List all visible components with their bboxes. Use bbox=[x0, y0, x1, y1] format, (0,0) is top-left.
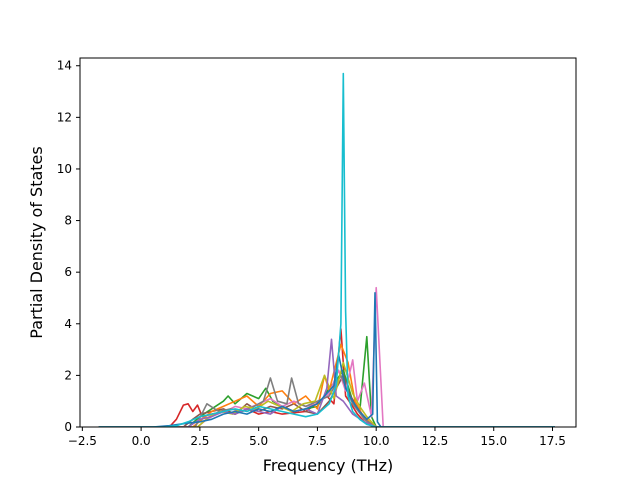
y-tick-label: 12 bbox=[57, 110, 72, 124]
x-tick-label: 5.0 bbox=[249, 434, 268, 448]
axes-frame bbox=[79, 57, 577, 428]
y-tick-label: 4 bbox=[64, 317, 72, 331]
x-tick-label: 2.5 bbox=[190, 434, 209, 448]
y-axis: 0 2 4 6 8 10 12 14 bbox=[57, 59, 80, 434]
y-tick-label: 2 bbox=[64, 368, 72, 382]
x-axis: −2.5 0.0 2.5 5.0 7.5 10.0 12.5 15.0 17.5 bbox=[68, 427, 566, 448]
x-axis-title: Frequency (THz) bbox=[263, 456, 393, 475]
series-line-9 bbox=[98, 291, 555, 427]
y-tick-label: 10 bbox=[57, 162, 72, 176]
y-axis-title: Partial Density of States bbox=[27, 146, 46, 338]
x-tick-label: 0.0 bbox=[132, 434, 151, 448]
x-tick-label: −2.5 bbox=[68, 434, 97, 448]
y-tick-label: 0 bbox=[64, 420, 72, 434]
x-tick-label: 17.5 bbox=[539, 434, 566, 448]
y-tick-label: 8 bbox=[64, 214, 72, 228]
plot-area bbox=[98, 72, 555, 427]
x-tick-label: 12.5 bbox=[422, 434, 449, 448]
y-tick-label: 14 bbox=[57, 59, 72, 73]
x-tick-label: 15.0 bbox=[480, 434, 507, 448]
series-line-10 bbox=[98, 72, 555, 427]
x-tick-label: 10.0 bbox=[363, 434, 390, 448]
series-line-4 bbox=[98, 343, 555, 427]
x-tick-label: 7.5 bbox=[308, 434, 327, 448]
series-line-3 bbox=[98, 374, 555, 427]
series-line-1 bbox=[98, 328, 555, 427]
y-tick-label: 6 bbox=[64, 265, 72, 279]
